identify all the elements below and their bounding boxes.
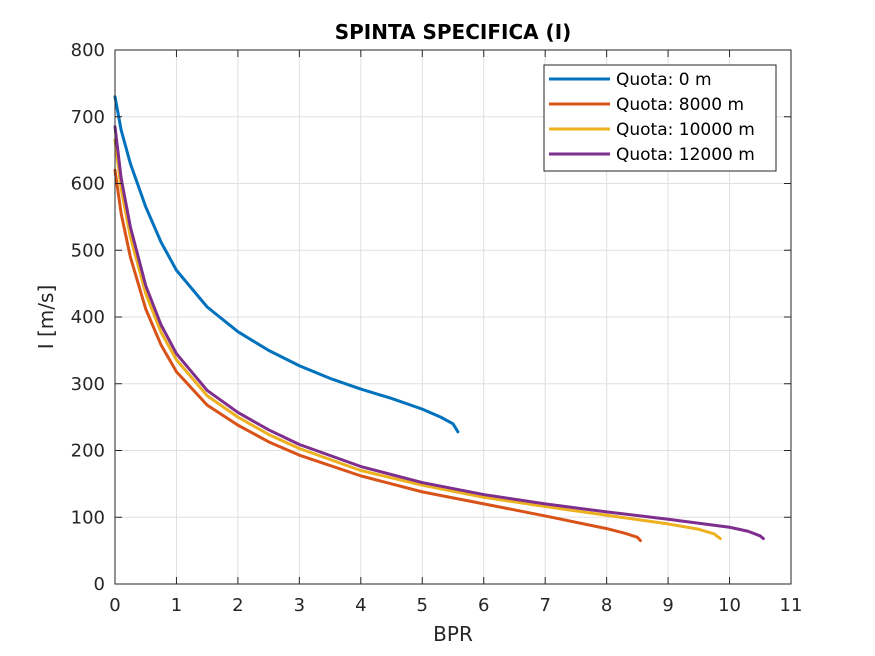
x-tick-label: 11	[780, 595, 803, 616]
x-tick-label: 2	[232, 595, 243, 616]
x-tick-label: 9	[662, 595, 673, 616]
x-tick-label: 6	[478, 595, 489, 616]
series-line	[113, 125, 765, 541]
x-tick-label: 4	[355, 595, 366, 616]
legend: Quota: 0 m Quota: 8000 m Quota: 10000 m Quo…	[543, 64, 777, 172]
y-tick-label: 100	[71, 507, 105, 528]
y-axis-label: I [m/s]	[34, 285, 58, 350]
x-tick-label: 10	[718, 595, 741, 616]
legend-label: Quota: 12000 m	[616, 145, 755, 165]
grid	[115, 50, 791, 584]
chart-title: SPINTA SPECIFICA (I)	[335, 20, 572, 44]
y-tick-label: 300	[71, 374, 105, 395]
y-tick-label: 700	[71, 107, 105, 128]
axes	[114, 49, 792, 585]
x-tick-label: 7	[539, 595, 550, 616]
y-tick-label: 600	[71, 174, 105, 195]
legend-label: Quota: 8000 m	[616, 95, 744, 115]
y-tick-label: 800	[71, 40, 105, 61]
legend-label: Quota: 10000 m	[616, 120, 755, 140]
x-axis-label: BPR	[433, 622, 473, 646]
y-tick-label: 200	[71, 441, 105, 462]
x-tick-label: 0	[109, 595, 120, 616]
series-line	[113, 168, 642, 543]
x-tick-label: 5	[417, 595, 428, 616]
series-line	[113, 95, 460, 434]
x-tick-label: 1	[171, 595, 182, 616]
series-line	[113, 138, 722, 541]
y-tick-label: 400	[71, 307, 105, 328]
x-tick-label: 8	[601, 595, 612, 616]
series-group	[113, 95, 765, 543]
x-tick-label: 3	[294, 595, 305, 616]
y-tick-label: 0	[94, 574, 105, 595]
tick-labels: 0 1 2 3 4 5 6 7 8 9 10 11 0 100 200 300 400 500 600 700 800	[71, 40, 803, 616]
legend-label: Quota: 0 m	[616, 70, 712, 90]
y-tick-label: 500	[71, 240, 105, 261]
